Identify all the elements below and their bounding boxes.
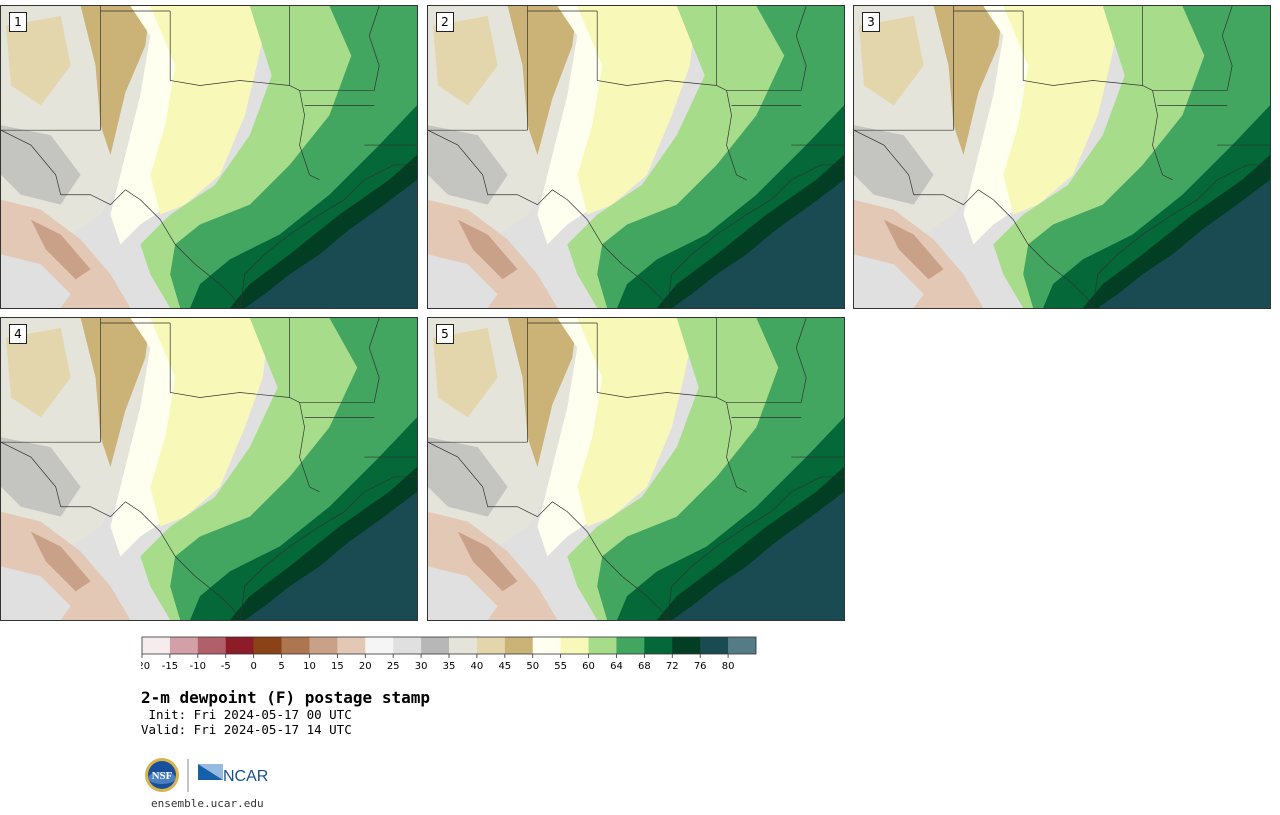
colorbar-tick-label: 68 (638, 661, 651, 672)
colorbar-tick-label: 76 (694, 661, 707, 672)
colorbar-tick-label: -20 (141, 661, 150, 672)
nsf-logo-icon: NSF (145, 758, 179, 792)
colorbar-tick-label: 60 (582, 661, 595, 672)
dewpoint-colorbar: -20 -15 -10 -5 0 5 10 15 20 25 30 35 40 45 50 55 60 64 68 7… (141, 636, 757, 672)
ncar-logo-icon: NCAR (198, 764, 268, 785)
colorbar-swatch (588, 637, 617, 654)
colorbar-tick-label: 25 (387, 661, 400, 672)
colorbar-tick-label: -15 (162, 661, 178, 672)
colorbar-swatch (476, 637, 506, 654)
colorbar-swatch (142, 637, 171, 654)
dewpoint-map (1, 318, 417, 620)
colorbar-swatch (169, 637, 199, 654)
panel-number-label: 3 (862, 12, 880, 32)
colorbar-tick-label: 5 (278, 661, 284, 672)
colorbar-tick-label: -10 (190, 661, 206, 672)
plot-title: 2-m dewpoint (F) postage stamp (141, 688, 430, 707)
colorbar-tick-label: 40 (471, 661, 484, 672)
dewpoint-map (854, 6, 1270, 308)
colorbar-swatch (644, 637, 673, 654)
colorbar-tick-label: 30 (415, 661, 428, 672)
nsf-ncar-logos: NSF NCAR (145, 758, 268, 792)
colorbar-swatch (672, 637, 701, 654)
colorbar-swatch (225, 637, 254, 654)
ncar-logo-text: NCAR (223, 768, 268, 785)
colorbar-swatch (700, 637, 729, 654)
colorbar-swatch (309, 637, 338, 654)
colorbar-tick-label: 10 (303, 661, 316, 672)
colorbar-swatch (504, 637, 534, 654)
colorbar-swatch (421, 637, 450, 654)
stamp-panel-3: 3 (853, 5, 1271, 309)
panel-number-label: 2 (436, 12, 454, 32)
colorbar-tick-label: 55 (554, 661, 567, 672)
colorbar-swatch (560, 637, 589, 654)
colorbar-swatch (393, 637, 422, 654)
colorbar-tick-label: 45 (498, 661, 511, 672)
colorbar-tick-label: 72 (666, 661, 679, 672)
colorbar-tick-label: -5 (221, 661, 231, 672)
panel-number-label: 5 (436, 324, 454, 344)
colorbar-swatch (365, 637, 394, 654)
colorbar-tick-label: 50 (526, 661, 539, 672)
colorbar-swatch (728, 637, 757, 654)
stamp-panel-5: 5 (427, 317, 845, 621)
dewpoint-map (428, 318, 844, 620)
valid-time: Valid: Fri 2024-05-17 14 UTC (141, 722, 352, 737)
colorbar-swatch (616, 637, 645, 654)
init-time: Init: Fri 2024-05-17 00 UTC (141, 707, 352, 722)
panel-number-label: 1 (9, 12, 27, 32)
colorbar-tick-label: 35 (443, 661, 456, 672)
nsf-logo-text: NSF (152, 770, 173, 782)
panel-number-label: 4 (9, 324, 27, 344)
colorbar-tick-label: 80 (722, 661, 735, 672)
stamp-panel-1: 1 (0, 5, 418, 309)
colorbar-swatch (253, 637, 282, 654)
colorbar-tick-label: 15 (331, 661, 344, 672)
colorbar-tick-label: 0 (250, 661, 256, 672)
colorbar-swatch (281, 637, 310, 654)
colorbar-tick-label: 20 (359, 661, 372, 672)
colorbar-tick-label: 64 (610, 661, 623, 672)
colorbar-swatch (449, 637, 478, 654)
colorbar-swatch (337, 637, 366, 654)
site-url[interactable]: ensemble.ucar.edu (151, 797, 264, 810)
colorbar-swatch (197, 637, 227, 654)
dewpoint-map (428, 6, 844, 308)
stamp-panel-2: 2 (427, 5, 845, 309)
dewpoint-map (1, 6, 417, 308)
colorbar-swatch (532, 637, 561, 654)
stamp-panel-4: 4 (0, 317, 418, 621)
